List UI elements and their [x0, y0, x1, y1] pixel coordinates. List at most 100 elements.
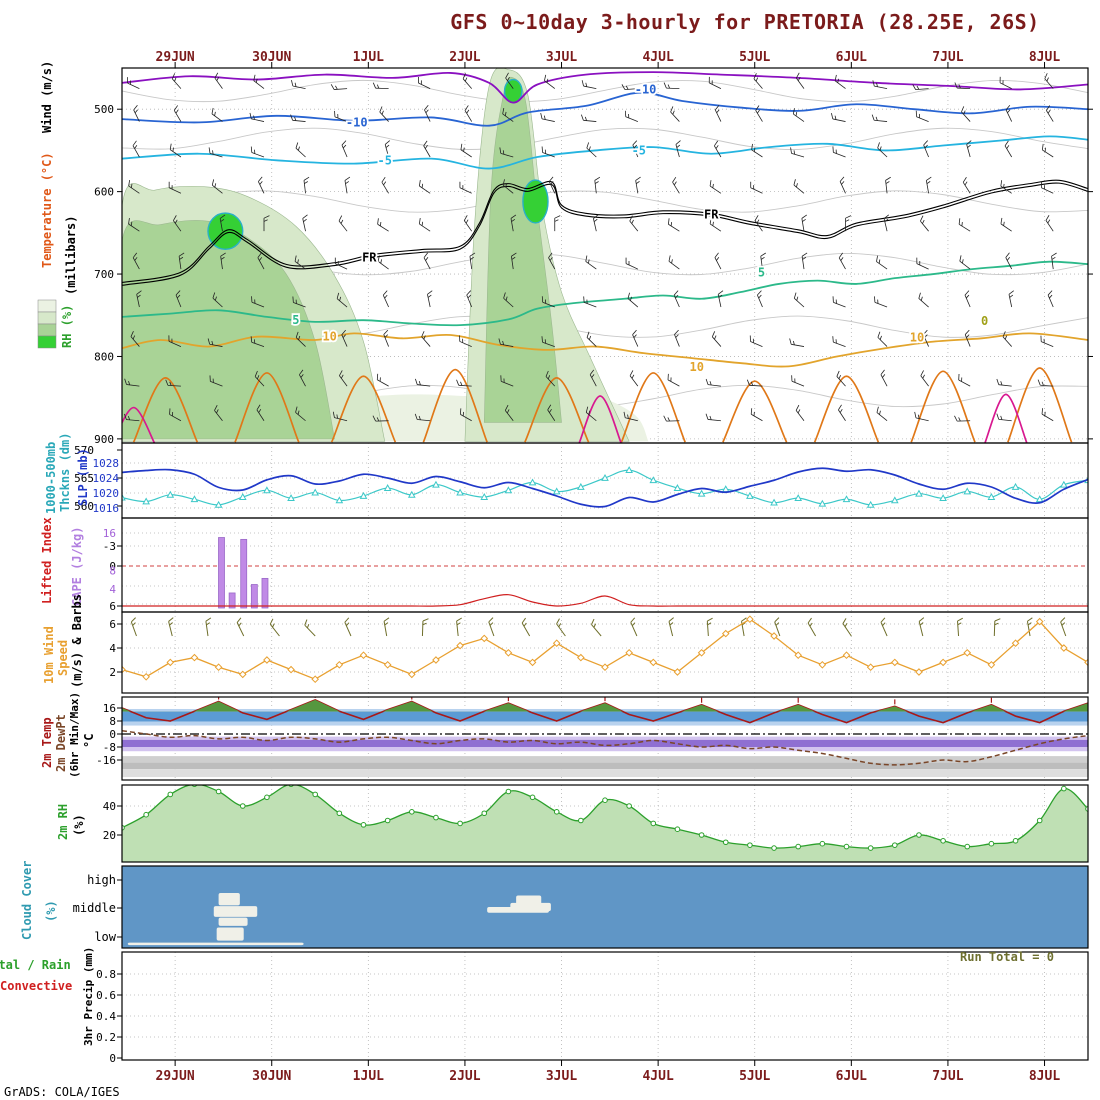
wind-barb [880, 622, 888, 637]
wind-barb [961, 111, 971, 122]
cloud-shape [127, 942, 304, 946]
wind-barb [172, 78, 182, 89]
wind-barb [377, 223, 389, 232]
contour-label: 10 [690, 360, 704, 374]
wind-barb [586, 412, 597, 422]
wind-speed-marker [287, 665, 295, 674]
wind-barb [423, 145, 431, 158]
pressure-tick: 900 [94, 433, 114, 446]
wind-barb [760, 256, 763, 270]
wind-barb [254, 376, 265, 387]
wind-barb [957, 87, 971, 90]
wind-barb [674, 334, 680, 347]
wind-barb [136, 294, 140, 308]
wind-axis-title: Wind (m/s) [40, 60, 54, 133]
height-contour [122, 79, 1088, 103]
wind-speed-marker [407, 670, 416, 679]
contour-label: 5 [292, 313, 299, 327]
wind-barb [589, 374, 597, 387]
thickness-marker [987, 493, 996, 500]
thickness-marker [866, 500, 875, 508]
slp-axis-title: SLP (mb) [76, 448, 90, 506]
date-label-bottom: 6JUL [836, 1069, 867, 1084]
wind-speed-marker [1084, 658, 1088, 667]
wind-barb [335, 263, 348, 270]
rh-marker [698, 832, 705, 838]
contour-label: 10 [910, 331, 924, 345]
wind-barb [459, 187, 472, 194]
thickness-marker [746, 491, 754, 499]
rh-marker [505, 788, 512, 795]
wind-barb [334, 116, 348, 122]
thickness-marker [214, 500, 223, 508]
wind-barb [334, 88, 348, 90]
wind-barb [269, 623, 280, 637]
contour-label: -5 [378, 153, 392, 167]
thickness-axis-title-1: 1000-500mb [44, 441, 58, 514]
wind-barb [750, 341, 763, 347]
wind-tick: 2 [109, 666, 116, 679]
wind-barb [510, 218, 514, 232]
wind-barb [838, 257, 846, 270]
wind-barb [419, 223, 431, 232]
rh-marker [191, 785, 198, 788]
wind-barb [168, 187, 182, 194]
rh-marker [964, 843, 971, 850]
wind-barb [791, 380, 805, 387]
contour-20 [578, 395, 623, 443]
wind-barb [133, 109, 140, 122]
wind-barb [635, 180, 639, 194]
wind-barb [339, 375, 348, 387]
wind-barb [1051, 256, 1054, 270]
rh-marker [940, 838, 946, 844]
run-total-label: Run Total = 0 [960, 950, 1054, 964]
wind-barb [214, 77, 223, 89]
t2m-tick: 0 [109, 728, 116, 741]
wind-barb [344, 622, 352, 637]
wind-barb [625, 263, 639, 270]
pressure-tick: 600 [94, 186, 114, 199]
thickness-marker [432, 480, 440, 488]
wind-barb [918, 298, 929, 308]
wind-barb [128, 185, 140, 194]
precip-axis-title: 3hr Precip (mm) [82, 946, 95, 1046]
wind-barb [755, 110, 763, 122]
cape-tick: 8 [109, 564, 116, 577]
thickness-marker [794, 494, 803, 502]
wind-speed-marker [746, 615, 754, 624]
wind-barb [126, 419, 140, 422]
wind-tick: 4 [109, 642, 116, 655]
date-label-top: 4JUL [642, 50, 673, 65]
wind-barb [583, 302, 597, 308]
wind-barb [706, 621, 709, 637]
wind-barb [502, 113, 514, 122]
height-contour [122, 127, 1088, 150]
rh-colorbar-cell [37, 299, 57, 313]
wind-barb [876, 261, 888, 270]
wind-speed-marker [552, 639, 561, 648]
wind-barb [175, 294, 182, 308]
wind-barb [458, 384, 472, 387]
wind-barb [964, 334, 971, 347]
wind-barb [521, 622, 531, 637]
rh-colorbar-cell [37, 311, 57, 325]
wind-barb [1004, 145, 1013, 158]
wind-barb [957, 621, 960, 637]
wind-barb [774, 621, 781, 637]
wind-barb [205, 621, 209, 637]
panel-frame [121, 696, 1089, 781]
wind-barb [877, 147, 888, 158]
wind-barb [167, 384, 181, 387]
rh2m-axis-title-2: (%) [72, 814, 86, 836]
wind-barb [962, 182, 971, 194]
wind-barb [877, 337, 888, 347]
date-label-top: 29JUN [156, 50, 195, 65]
wind-barb [925, 180, 930, 194]
panel-rh2m: 40 20 [103, 784, 1089, 863]
wind-speed-marker [335, 660, 344, 669]
t2m-axis-title-1: 2m Temp [40, 717, 54, 768]
wind-barb [294, 261, 306, 270]
slp-thickness-content [122, 466, 1088, 508]
rh-marker [916, 832, 922, 838]
panel-frame [121, 951, 1089, 1061]
